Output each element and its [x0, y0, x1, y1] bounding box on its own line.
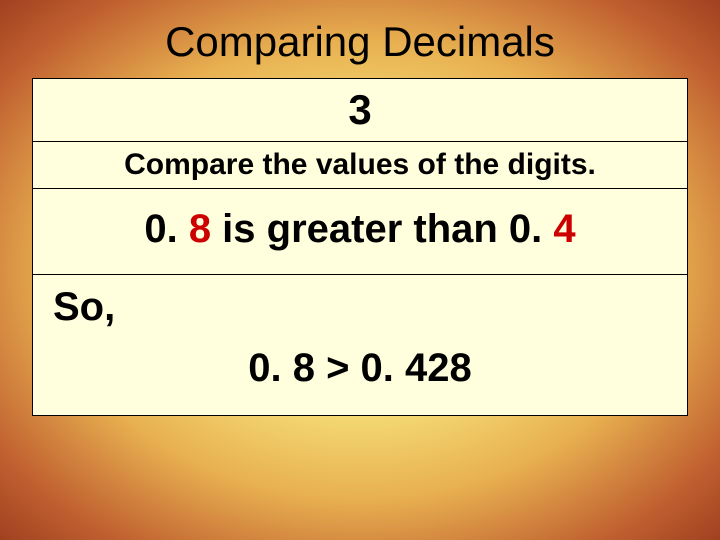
comparison-box: 0. 8 is greater than 0. 4 [32, 189, 688, 275]
instruction-box: Compare the values of the digits. [32, 142, 688, 189]
instruction-text: Compare the values of the digits. [124, 148, 596, 181]
comparison-right-highlight: 4 [553, 207, 575, 251]
comparison-left-highlight: 8 [189, 207, 211, 251]
comparison-left-prefix: 0. [144, 207, 188, 251]
conclusion-box: So, 0. 8 > 0. 428 [32, 275, 688, 416]
conclusion-expression: 0. 8 > 0. 428 [53, 346, 667, 391]
comparison-middle: is greater than 0. [211, 207, 553, 251]
conclusion-label: So, [53, 285, 667, 330]
step-number-box: 3 [32, 78, 688, 142]
step-number: 3 [348, 86, 371, 134]
page-title: Comparing Decimals [0, 0, 720, 78]
slide: Comparing Decimals 3 Compare the values … [0, 0, 720, 540]
